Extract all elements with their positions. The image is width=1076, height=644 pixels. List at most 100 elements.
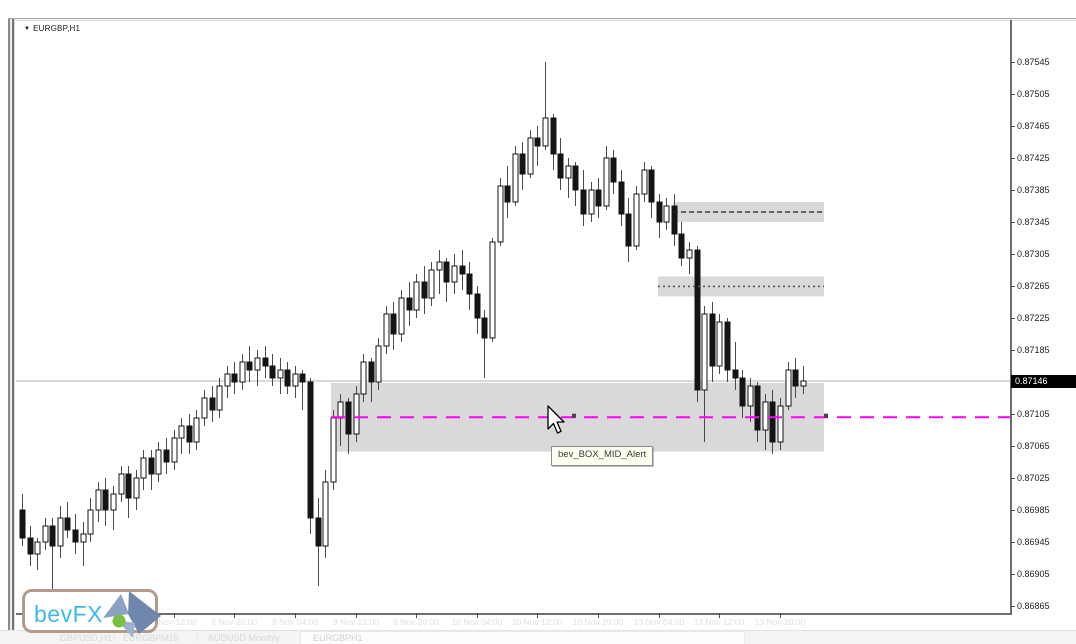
price-axis-line [1010, 20, 1012, 613]
candle [254, 350, 261, 386]
chart-tab-eurgbp-h1-active[interactable]: EURGBPH1 [313, 633, 363, 643]
line-anchor-marker[interactable] [824, 413, 828, 418]
candle [641, 162, 648, 202]
price-tick [1010, 318, 1015, 319]
price-tick [1010, 254, 1015, 255]
price-tick [1010, 542, 1015, 543]
time-tick [477, 613, 478, 618]
candle [186, 414, 193, 454]
candle [739, 370, 746, 418]
candle [178, 418, 185, 454]
candle [19, 494, 26, 546]
candle [678, 222, 685, 266]
candle [315, 498, 322, 586]
line-anchor-marker[interactable] [572, 413, 576, 418]
time-tick-label: 10 Nov 12:00 [511, 617, 563, 627]
candle [663, 198, 670, 230]
symbol-timeframe-label[interactable]: ▼ EURGBP,H1 [24, 24, 80, 33]
candle [284, 362, 291, 394]
candle [777, 398, 784, 450]
candle [64, 502, 71, 538]
candle [732, 342, 739, 390]
price-tick-label: 0.87465 [1017, 121, 1050, 131]
price-tick-label: 0.87225 [1017, 313, 1050, 323]
candle [512, 146, 519, 206]
chevron-down-icon: ▼ [24, 26, 31, 32]
candle [603, 146, 610, 210]
chart-tab-bar: GBPUSD,H1 | EURGBPM15 | AUDUSD Monthly E… [0, 630, 1076, 644]
candle [474, 286, 481, 334]
candle [489, 238, 496, 342]
candle [148, 450, 155, 490]
candle [133, 470, 140, 510]
price-tick [1010, 574, 1015, 575]
time-tick-label: 9 Nov 04:00 [272, 617, 318, 627]
candle [421, 266, 428, 314]
price-tick-label: 0.86985 [1017, 505, 1050, 515]
time-tick [356, 613, 357, 618]
price-tick-label: 0.87545 [1017, 57, 1050, 67]
price-tick [1010, 350, 1015, 351]
candle [686, 242, 693, 274]
candle [785, 362, 792, 410]
candle [800, 366, 807, 394]
tab-separator: | [196, 633, 199, 643]
time-tick [780, 613, 781, 618]
bevfx-logo: bevFX [22, 589, 161, 638]
time-tick-label: 13 Nov 20:00 [754, 617, 806, 627]
candle [648, 166, 655, 218]
candle [572, 162, 579, 206]
price-tick [1010, 126, 1015, 127]
time-tick [719, 613, 720, 618]
candle [610, 150, 617, 194]
chart-tab-audusd-monthly[interactable]: AUDUSD Monthly [208, 633, 281, 643]
candle [72, 514, 79, 554]
candle [481, 310, 488, 378]
candle [527, 130, 534, 178]
time-tick [295, 613, 296, 618]
candle [201, 390, 208, 426]
chart-tab-eurgbp-m15[interactable]: EURGBPM15 [123, 633, 179, 643]
price-tick-label: 0.87385 [1017, 185, 1050, 195]
candle [360, 354, 367, 402]
candle [625, 198, 632, 262]
candle [87, 498, 94, 542]
candle [307, 378, 314, 534]
candle [443, 258, 450, 302]
chart-tab-gbpusd[interactable]: GBPUSD,H1 [60, 633, 113, 643]
price-tick-label: 0.87425 [1017, 153, 1050, 163]
price-tick [1010, 222, 1015, 223]
price-tick-label: 0.87345 [1017, 217, 1050, 227]
price-tick-label: 0.87025 [1017, 473, 1050, 483]
candle [406, 282, 413, 326]
price-tick [1010, 414, 1015, 415]
candle [436, 250, 443, 294]
price-tick [1010, 94, 1015, 95]
candle [277, 358, 284, 394]
active-tab-background [300, 631, 745, 644]
candle [413, 274, 420, 318]
candle [216, 378, 223, 418]
candle [110, 486, 117, 530]
time-tick [537, 613, 538, 618]
time-tick-label: 8 Nov 20:00 [211, 617, 257, 627]
time-tick-label: 13 Nov 04:00 [633, 617, 685, 627]
price-tick-label: 0.87065 [1017, 441, 1050, 451]
candle [163, 438, 170, 474]
candle [534, 126, 541, 166]
candle [588, 182, 595, 222]
bevfx-logo-text: bevFX [34, 601, 103, 627]
price-tick [1010, 478, 1015, 479]
price-tick-label: 0.87305 [1017, 249, 1050, 259]
candle [519, 142, 526, 190]
time-tick [659, 613, 660, 618]
time-tick [598, 613, 599, 618]
candle [557, 138, 564, 190]
candle [694, 246, 701, 402]
candle [42, 518, 49, 550]
candle [140, 450, 147, 490]
price-tick-label: 0.87265 [1017, 281, 1050, 291]
candle [125, 466, 132, 518]
